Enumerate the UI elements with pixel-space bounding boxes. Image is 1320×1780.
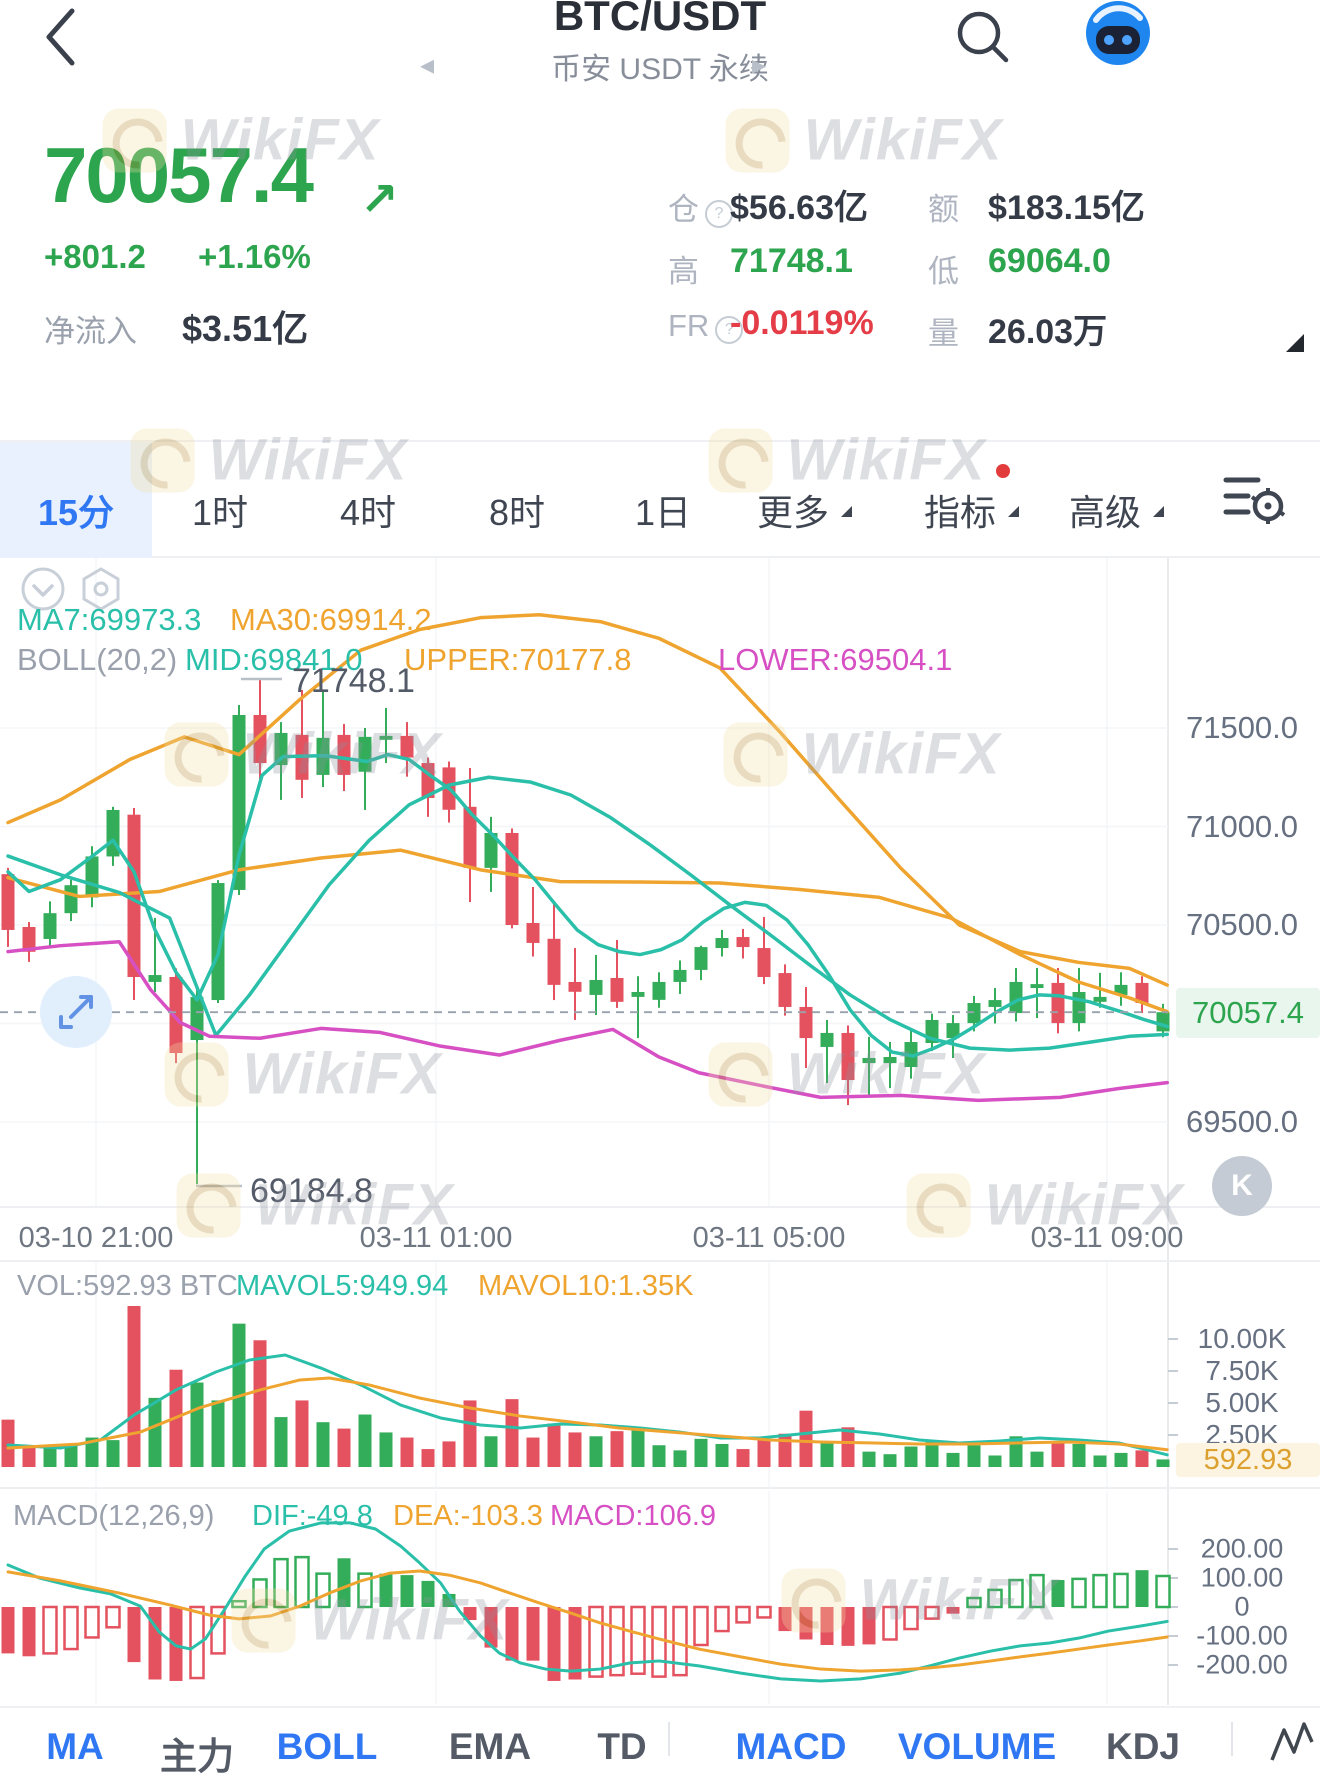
macd-tick-200.00: 200.00: [1200, 1533, 1284, 1564]
macd-tick-100.00: 100.00: [1200, 1562, 1284, 1593]
timeframe-tab-8时[interactable]: 8时: [488, 492, 546, 533]
kline-mode-button[interactable]: K: [1212, 1156, 1272, 1216]
symbol-subtitle: 币安 USDT 永续: [551, 53, 769, 86]
indicator-tab-BOLL[interactable]: BOLL: [276, 1726, 378, 1767]
prev-symbol-icon[interactable]: ◂: [420, 49, 435, 80]
price-tick-70500.0: 70500.0: [1185, 907, 1299, 942]
legend-boll: BOLL(20,2): [17, 642, 178, 677]
tab-divider: [1231, 1722, 1233, 1756]
current-price-tag: 70057.4: [1176, 988, 1320, 1038]
line-chart-icon[interactable]: [1268, 1720, 1316, 1764]
tab-divider: [668, 1722, 670, 1756]
indicator-tab-KDJ[interactable]: KDJ: [1105, 1726, 1181, 1767]
price-panel: 70057.4 ↗ +801.2 +1.16% 净流入 $3.51亿 仓? $56…: [0, 88, 1320, 388]
help-icon[interactable]: ?: [715, 316, 744, 344]
page-title: BTC/USDT: [553, 0, 767, 39]
timeframe-tab-更多[interactable]: 更多: [756, 492, 830, 533]
header-bar: BTC/USDT ◂ 币安 USDT 永续 ▸: [0, 0, 1320, 88]
stat-label-量: 量: [928, 316, 959, 351]
help-icon[interactable]: ?: [705, 200, 733, 228]
stat-value-额: $183.15亿: [988, 189, 1145, 227]
volume-last-tag: 592.93: [1176, 1443, 1320, 1477]
price-tick-71500.0: 71500.0: [1185, 710, 1299, 745]
indicator-settings-icon[interactable]: [1222, 470, 1288, 532]
legend-vol: VOL:592.93 BTC: [17, 1270, 238, 1302]
time-tick: 03-11 05:00: [692, 1222, 846, 1254]
legend-mavol5: MAVOL5:949.94: [236, 1270, 449, 1302]
stat-label-高: 高: [668, 254, 699, 289]
expand-chart-button[interactable]: [38, 974, 114, 1050]
indicator-tab-MACD[interactable]: MACD: [735, 1726, 847, 1767]
next-symbol-icon[interactable]: ▸: [752, 49, 767, 80]
netflow-value: $3.51亿: [182, 308, 309, 349]
indicator-tab-VOLUME[interactable]: VOLUME: [897, 1726, 1057, 1767]
price-change: +801.2: [44, 238, 146, 275]
timeframe-tab-1日[interactable]: 1日: [634, 492, 692, 533]
expand-stats-icon[interactable]: [1286, 334, 1304, 352]
volume-tick-5.00K: 5.00K: [1205, 1387, 1279, 1418]
timeframe-tab-4时[interactable]: 4时: [339, 492, 397, 533]
legend-dea: DEA:-103.3: [393, 1500, 543, 1532]
caret-icon: [1153, 506, 1164, 517]
timeframe-tab-高级[interactable]: 高级: [1068, 492, 1142, 533]
netflow-label: 净流入: [44, 314, 137, 349]
time-tick: 03-11 09:00: [1030, 1222, 1184, 1254]
stat-value-FR: -0.0119%: [730, 304, 874, 342]
search-icon[interactable]: [952, 6, 1014, 68]
legend-mavol10: MAVOL10:1.35K: [478, 1270, 694, 1302]
stat-value-量: 26.03万: [988, 313, 1108, 351]
high-annotation: 71748.1: [292, 662, 415, 700]
legend-upper: UPPER:70177.8: [404, 642, 632, 677]
time-tick: 03-11 01:00: [359, 1222, 513, 1254]
app-avatar[interactable]: [1084, 0, 1152, 68]
stat-label-额: 额: [928, 192, 959, 227]
caret-icon: [1008, 506, 1019, 517]
timeframe-tab-15分[interactable]: 15分: [37, 492, 115, 533]
macd-tick-0: 0: [1234, 1591, 1250, 1622]
indicator-tabbar: MA 主力 BOLL EMA TD MACD VOLUME KDJ: [0, 1706, 1320, 1777]
stat-value-低: 69064.0: [988, 242, 1111, 280]
legend-macd: MACD:106.9: [550, 1500, 717, 1532]
low-annotation: 69184.8: [250, 1172, 373, 1210]
price-tick-69500.0: 69500.0: [1185, 1104, 1299, 1139]
volume-tick-7.50K: 7.50K: [1205, 1355, 1279, 1386]
timeframe-tabbar: 15分 1时 4时 8时 1日 更多 指标 高级: [0, 440, 1320, 558]
back-icon[interactable]: [40, 6, 80, 68]
trend-arrow-icon: ↗: [360, 173, 399, 225]
indicator-tab-TD[interactable]: TD: [597, 1726, 647, 1767]
active-tab-bg: [0, 442, 152, 558]
stat-value-高: 71748.1: [730, 242, 853, 280]
legend-ma30: MA30:69914.2: [230, 602, 432, 637]
indicator-tab-主力[interactable]: 主力: [160, 1736, 234, 1777]
stat-label-低: 低: [928, 254, 959, 289]
indicator-tab-EMA[interactable]: EMA: [448, 1726, 532, 1767]
timeframe-tab-1时[interactable]: 1时: [191, 492, 249, 533]
price-tick-71000.0: 71000.0: [1185, 808, 1299, 844]
stat-value-仓: $56.63亿: [730, 189, 868, 227]
stat-label-仓: 仓?: [668, 184, 733, 229]
indicator-tab-MA[interactable]: MA: [46, 1726, 104, 1767]
timeframe-tab-指标[interactable]: 指标: [923, 492, 997, 533]
price-change-pct: +1.16%: [198, 238, 311, 275]
legend-lower: LOWER:69504.1: [718, 642, 953, 677]
legend-dif: DIF:-49.8: [252, 1500, 373, 1532]
legend-macd-title: MACD(12,26,9): [13, 1500, 215, 1532]
macd-tick--100.00: -100.00: [1196, 1620, 1288, 1651]
collapse-panel-icon[interactable]: [20, 566, 66, 612]
caret-icon: [841, 506, 852, 517]
macd-tick--200.00: -200.00: [1196, 1649, 1288, 1680]
time-axis: 03-10 21:00 03-11 01:00 03-11 05:00 03-11 0…: [0, 1208, 1320, 1262]
last-price: 70057.4: [44, 131, 314, 219]
legend-ma7: MA7:69973.3: [17, 602, 202, 637]
stats-grid: 仓? $56.63亿 额 $183.15亿高 71748.1 低 69064.0 FR? -0.…: [0, 88, 1320, 388]
legend-mid: MID:69841.0: [185, 642, 363, 677]
notification-dot: [996, 464, 1010, 478]
time-tick: 03-10 21:00: [18, 1222, 174, 1254]
chart-settings-icon[interactable]: [78, 566, 124, 612]
stat-label-FR: FR?: [668, 308, 744, 344]
volume-tick-10.00K: 10.00K: [1197, 1323, 1287, 1354]
